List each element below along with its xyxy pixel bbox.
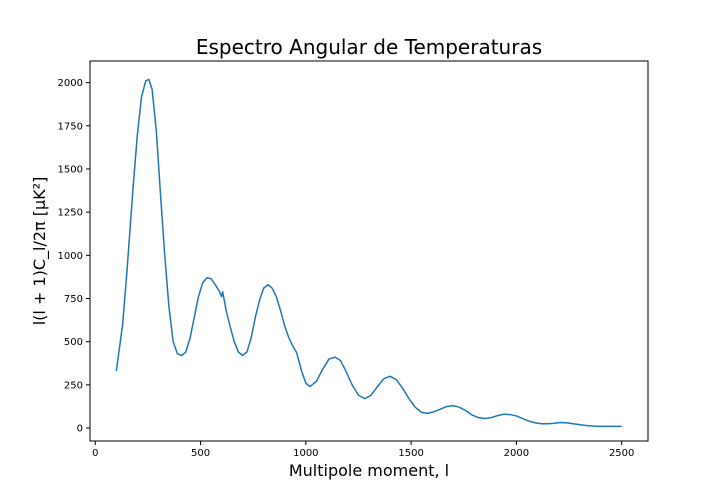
x-tick-label: 2000 — [504, 448, 529, 459]
y-tick-label: 0 — [77, 424, 83, 435]
y-axis-label: l(l + 1)C_l/2π [μK²] — [30, 177, 50, 326]
x-tick-label: 1500 — [398, 448, 423, 459]
chart-title: Espectro Angular de Temperaturas — [196, 35, 542, 59]
axis-ticks: 0 500 1000 1500 2000 2500 0 250 500 750 1000 1250 15… — [58, 78, 635, 459]
series-line — [115, 78, 622, 428]
x-tick-label: 0 — [92, 448, 98, 459]
y-tick-label: 1500 — [58, 164, 83, 175]
y-tick-label: 1750 — [58, 121, 83, 132]
y-tick-label: 750 — [64, 294, 83, 305]
y-tick-label: 2000 — [58, 78, 83, 89]
y-tick-label: 250 — [64, 380, 83, 391]
x-tick-label: 500 — [191, 448, 210, 459]
y-tick-label: 1250 — [58, 208, 83, 219]
plot-frame — [89, 60, 649, 442]
x-tick-label: 2500 — [609, 448, 634, 459]
x-axis-label: Multipole moment, l — [289, 461, 449, 480]
y-tick-label: 1000 — [58, 251, 83, 262]
y-tick-label: 500 — [64, 337, 83, 348]
x-tick-label: 1000 — [293, 448, 318, 459]
